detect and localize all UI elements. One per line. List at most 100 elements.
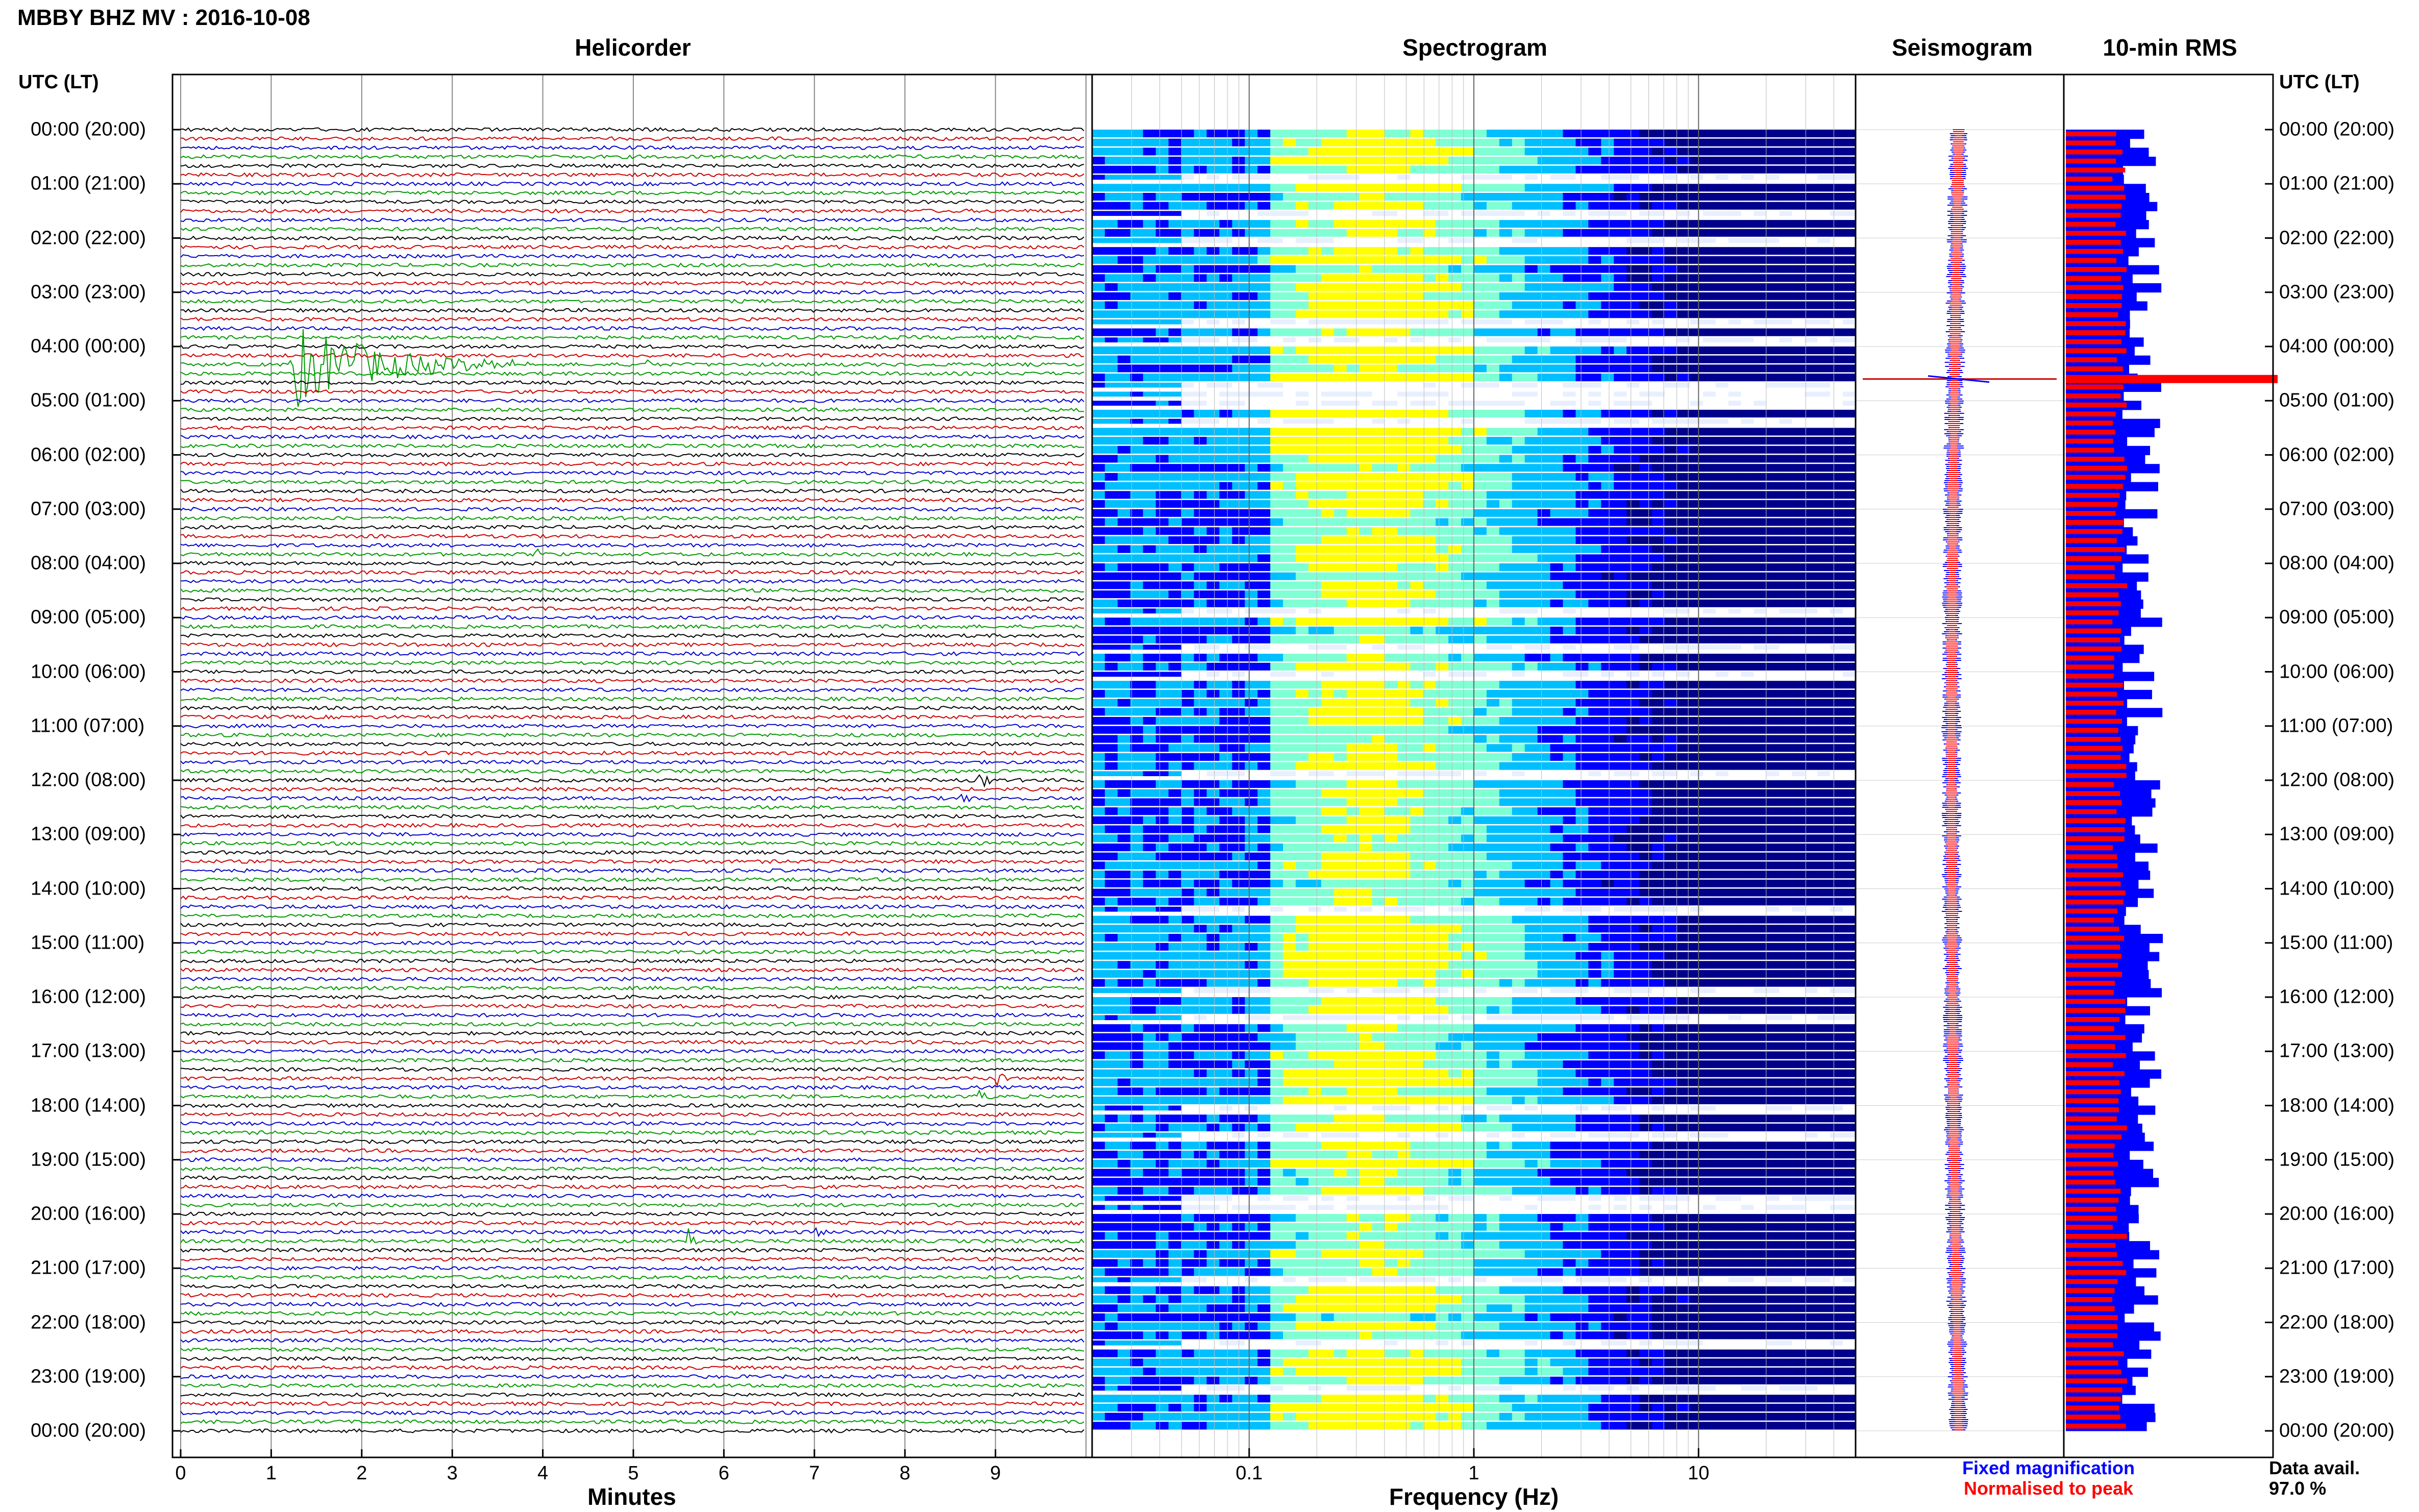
spectrogram-cell <box>1448 418 1462 424</box>
spectrogram-cell <box>1283 654 1296 662</box>
spectrogram-cell <box>1486 753 1500 761</box>
spectrogram-cell <box>1270 130 1283 138</box>
spectrogram-cell <box>1423 193 1436 201</box>
spectrogram-cell <box>1168 165 1182 173</box>
spectrogram-cell <box>1385 193 1398 201</box>
spectrogram-cell <box>1830 536 1843 544</box>
spectrogram-cell <box>1206 355 1220 363</box>
spectrogram-cell <box>1295 545 1309 553</box>
spectrogram-cell <box>1283 464 1296 472</box>
spectrogram-cell <box>1257 301 1271 309</box>
spectrogram-cell <box>1448 337 1462 342</box>
spectrogram-cell <box>1601 220 1614 228</box>
spectrogram-cell <box>1385 871 1398 879</box>
spectrogram-cell <box>1575 844 1589 852</box>
spectrogram-cell <box>1843 771 1856 776</box>
spectrogram-cell <box>1575 726 1589 734</box>
spectrogram-cell <box>1817 292 1831 300</box>
spectrogram-cell <box>1537 491 1551 499</box>
spectrogram-cell <box>1715 428 1729 436</box>
spectrogram-cell <box>1385 418 1398 424</box>
spectrogram-cell <box>1588 202 1601 210</box>
spectrogram-cell <box>1295 482 1309 490</box>
spectrogram-cell <box>1766 292 1780 300</box>
spectrogram-cell <box>1474 699 1487 707</box>
spectrogram-cell <box>1830 689 1843 698</box>
spectrogram-cell <box>1130 238 1144 243</box>
spectrogram-cell <box>1805 211 1818 216</box>
spectrogram-cell <box>1321 662 1335 671</box>
spectrogram-cell <box>1766 708 1780 716</box>
spectrogram-cell <box>1499 193 1513 201</box>
spectrogram-cell <box>1448 147 1462 156</box>
spectrogram-cell <box>1779 211 1792 216</box>
spectrogram-cell <box>1143 138 1156 146</box>
spectrogram-cell <box>1295 157 1309 165</box>
spectrogram-cell <box>1690 428 1704 436</box>
spectrogram-cell <box>1219 464 1232 472</box>
spectrogram-cell <box>1639 401 1652 406</box>
spectrogram-cell <box>1588 608 1601 614</box>
spectrogram-cell <box>1448 319 1462 325</box>
spectrogram-cell <box>1524 374 1538 382</box>
spectrogram-cell <box>1715 654 1729 662</box>
spectrogram-cell <box>1194 771 1207 776</box>
spectrogram-cell <box>1321 509 1335 517</box>
spectrogram-cell <box>1397 310 1411 318</box>
spectrogram-cell <box>1308 681 1322 689</box>
spectrogram-cell <box>1308 780 1322 788</box>
spectrogram-cell <box>1792 708 1805 716</box>
spectrogram-cell <box>1639 202 1652 210</box>
spectrogram-cell <box>1206 147 1220 156</box>
spectrogram-cell <box>1143 816 1156 824</box>
spectrogram-cell <box>1830 672 1843 677</box>
spectrogram-cell <box>1499 364 1513 373</box>
spectrogram-cell <box>1397 491 1411 499</box>
spectrogram-cell <box>1372 627 1385 635</box>
spectrogram-cell <box>1359 364 1373 373</box>
seismogram-title: Seismogram <box>1891 34 2033 61</box>
spectrogram-cell <box>1601 473 1614 481</box>
spectrogram-cell <box>1486 798 1500 806</box>
spectrogram-cell <box>1308 861 1322 870</box>
spectrogram-cell <box>1575 500 1589 508</box>
spectrogram-cell <box>1766 726 1780 734</box>
spectrogram-cell <box>1245 283 1258 291</box>
spectrogram-cell <box>1104 518 1118 526</box>
spectrogram-cell <box>1410 328 1423 336</box>
spectrogram-cell <box>1295 834 1309 842</box>
spectrogram-cell <box>1830 807 1843 815</box>
spectrogram-cell <box>1550 744 1564 752</box>
spectrogram-cell <box>1830 374 1843 382</box>
spectrogram-cell <box>1461 726 1474 734</box>
spectrogram-cell <box>1677 545 1691 553</box>
spectrogram-cell <box>1334 689 1347 698</box>
spectrogram-cell <box>1563 599 1576 607</box>
spectrogram-cell <box>1206 437 1220 445</box>
spectrogram-cell <box>1308 581 1322 589</box>
spectrogram-cell <box>1792 175 1805 180</box>
spectrogram-cell <box>1817 382 1831 388</box>
spectrogram-cell <box>1830 645 1843 650</box>
spectrogram-cell <box>1550 617 1564 626</box>
spectrogram-cell <box>1245 681 1258 689</box>
spectrogram-cell <box>1652 165 1665 173</box>
spectrogram-cell <box>1626 771 1640 776</box>
spectrogram-cell <box>1359 292 1373 300</box>
spectrogram-cell <box>1486 681 1500 689</box>
spectrogram-cell <box>1817 825 1831 833</box>
spectrogram-cell <box>1410 391 1423 397</box>
spectrogram-cell <box>1499 662 1513 671</box>
spectrogram-cell <box>1436 545 1449 553</box>
spectrogram-cell <box>1436 753 1449 761</box>
spectrogram-cell <box>1601 590 1614 599</box>
spectrogram-cell <box>1219 852 1232 860</box>
spectrogram-cell <box>1295 708 1309 716</box>
spectrogram-cell <box>1728 825 1742 833</box>
spectrogram-cell <box>1308 319 1322 325</box>
spectrogram-cell <box>1410 175 1423 180</box>
spectrogram-cell <box>1194 184 1207 192</box>
spectrogram-cell <box>1092 437 1105 445</box>
spectrogram-cell <box>1117 401 1131 406</box>
spectrogram-cell <box>1537 689 1551 698</box>
